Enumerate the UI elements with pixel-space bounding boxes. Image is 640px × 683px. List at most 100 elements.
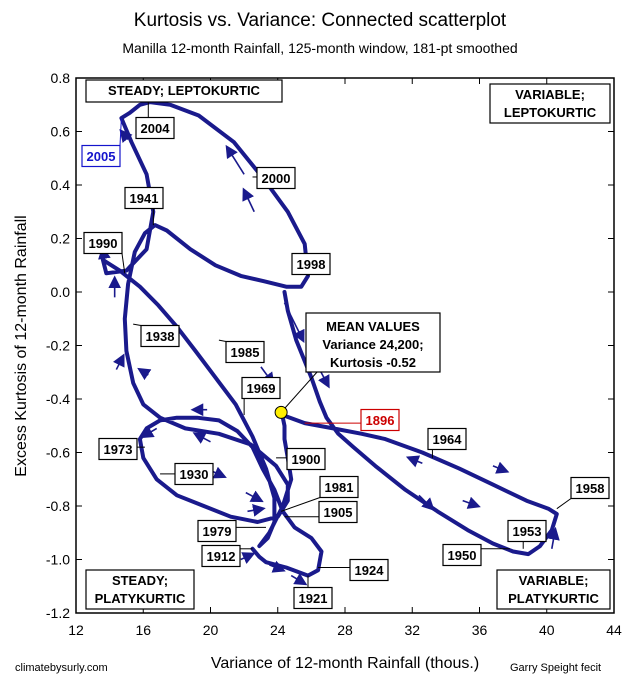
year-label-text: 1964 (433, 432, 463, 447)
year-label-box (256, 166, 296, 190)
leader-line (280, 497, 321, 512)
year-label-1905: 1905 (284, 500, 358, 524)
chart-subtitle: Manilla 12-month Rainfall, 125-month win… (122, 40, 518, 56)
year-label-text: 2004 (141, 121, 171, 136)
direction-arrow (137, 367, 152, 381)
year-label-1941: 1941 (124, 186, 164, 226)
leader-line (119, 118, 122, 146)
direction-arrow (240, 552, 256, 564)
year-label-1958: 1958 (556, 476, 610, 510)
direction-arrow (113, 353, 125, 370)
year-label-box (83, 231, 123, 255)
year-label-text: 1930 (180, 467, 209, 482)
direction-arrow (492, 461, 510, 474)
quadrant-label-text: VARIABLE; (519, 573, 589, 588)
y-tick-label: -1.0 (46, 552, 70, 568)
y-tick-label: 0.4 (51, 177, 71, 193)
y-tick-label: 0.6 (51, 124, 71, 140)
year-label-box (291, 252, 331, 276)
year-label-text: 1985 (231, 345, 260, 360)
x-tick-label: 32 (404, 622, 420, 638)
year-label-box (319, 475, 359, 499)
year-label-1938: 1938 (133, 323, 180, 348)
year-label-1930: 1930 (160, 462, 214, 486)
mean-leader-line (280, 370, 319, 413)
year-label-text: 1990 (89, 236, 118, 251)
year-label-box (135, 116, 175, 140)
quadrant-label-text: PLATYKURTIC (508, 591, 599, 606)
year-label-1964: 1964 (427, 427, 467, 458)
direction-arrow (405, 455, 423, 468)
year-label-text: 1924 (355, 563, 385, 578)
leader-line (133, 323, 142, 326)
year-label-1900: 1900 (276, 447, 326, 471)
leader-line (121, 253, 126, 274)
year-label-1981: 1981 (280, 475, 359, 512)
quadrant-label-top-left: STEADY; LEPTOKURTIC (85, 79, 283, 103)
quadrant-label-box (85, 79, 283, 103)
x-tick-label: 36 (472, 622, 488, 638)
year-label-box (360, 408, 400, 432)
direction-arrow (418, 494, 435, 511)
year-label-text: 1973 (104, 442, 133, 457)
year-label-box (98, 437, 138, 461)
quadrant-label-text: VARIABLE; (515, 87, 585, 102)
chart-title: Kurtosis vs. Variance: Connected scatter… (133, 10, 507, 31)
x-tick-label: 20 (203, 622, 219, 638)
year-label-box (81, 144, 121, 168)
x-tick-label: 16 (135, 622, 151, 638)
year-label-box (124, 186, 164, 210)
year-label-box (201, 544, 241, 568)
direction-arrow (140, 426, 158, 439)
credit-site: climatebysurly.com (15, 662, 108, 674)
year-label-text: 1896 (366, 413, 395, 428)
year-label-text: 1950 (448, 548, 477, 563)
year-label-box (286, 447, 326, 471)
year-label-box (507, 519, 547, 543)
year-label-text: 1969 (247, 381, 276, 396)
year-label-box (318, 500, 358, 524)
year-label-1969: 1969 (241, 376, 281, 416)
year-label-box (427, 427, 467, 451)
direction-arrow (192, 432, 211, 444)
direction-arrow (269, 560, 286, 573)
y-tick-label: -0.6 (46, 445, 70, 461)
direction-arrow (247, 504, 266, 517)
year-label-1950: 1950 (442, 543, 510, 567)
year-label-text: 1958 (576, 481, 605, 496)
x-tick-label: 24 (270, 622, 286, 638)
x-tick-label: 44 (606, 622, 622, 638)
year-label-text: 1941 (130, 191, 159, 206)
year-label-text: 1912 (207, 549, 236, 564)
year-label-box (174, 462, 214, 486)
leader-line (218, 339, 227, 342)
leader-line (556, 498, 572, 510)
year-label-1953: 1953 (507, 519, 547, 549)
y-tick-label: 0.8 (51, 70, 71, 86)
year-label-text: 1905 (324, 505, 353, 520)
direction-arrow (225, 144, 245, 175)
year-label-text: 1900 (292, 452, 321, 467)
y-tick-label: -0.2 (46, 338, 70, 354)
y-tick-label: 0.2 (51, 231, 71, 247)
year-label-2004: 2004 (135, 102, 175, 140)
y-tick-label: -0.8 (46, 498, 70, 514)
y-tick-label: -0.4 (46, 391, 70, 407)
direction-arrow (245, 490, 264, 503)
year-label-box (349, 558, 389, 582)
y-tick-label: -1.2 (46, 605, 70, 621)
quadrant-label-text: STEADY; (112, 573, 168, 588)
y-tick-label: 0.0 (51, 284, 71, 300)
year-label-1998: 1998 (291, 252, 331, 276)
year-label-text: 2000 (262, 171, 291, 186)
year-label-box (570, 476, 610, 500)
year-label-1912: 1912 (201, 544, 253, 568)
direction-arrow (119, 129, 133, 143)
year-label-1979: 1979 (197, 519, 266, 543)
quadrant-label-text: STEADY; LEPTOKURTIC (108, 83, 261, 98)
year-label-1921: 1921 (293, 575, 333, 610)
quadrant-label-bottom-left: STEADY; PLATYKURTIC (85, 569, 195, 610)
x-tick-label: 28 (337, 622, 353, 638)
quadrant-label-box (496, 569, 611, 610)
